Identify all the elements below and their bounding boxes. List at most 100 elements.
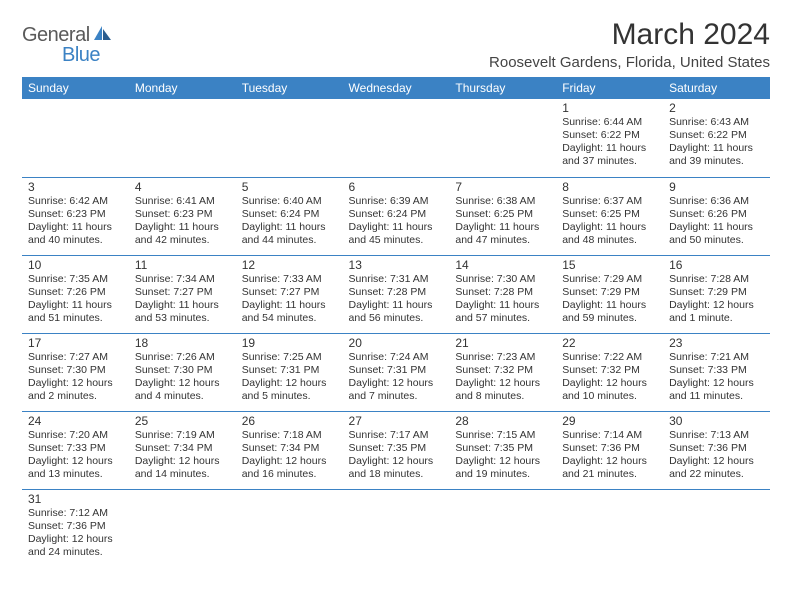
day-number: 28 [455, 414, 550, 428]
calendar-week-row: 3Sunrise: 6:42 AMSunset: 6:23 PMDaylight… [22, 177, 770, 255]
title-block: March 2024 Roosevelt Gardens, Florida, U… [489, 18, 770, 71]
calendar-day-cell [236, 489, 343, 567]
day-number: 9 [669, 180, 764, 194]
day-info: Sunrise: 6:41 AMSunset: 6:23 PMDaylight:… [135, 195, 230, 248]
calendar-day-cell: 16Sunrise: 7:28 AMSunset: 7:29 PMDayligh… [663, 255, 770, 333]
day-number: 25 [135, 414, 230, 428]
day-info: Sunrise: 7:13 AMSunset: 7:36 PMDaylight:… [669, 429, 764, 482]
calendar-week-row: 31Sunrise: 7:12 AMSunset: 7:36 PMDayligh… [22, 489, 770, 567]
weekday-header: Monday [129, 77, 236, 99]
day-info: Sunrise: 6:44 AMSunset: 6:22 PMDaylight:… [562, 116, 657, 169]
calendar-day-cell: 3Sunrise: 6:42 AMSunset: 6:23 PMDaylight… [22, 177, 129, 255]
calendar-day-cell [22, 99, 129, 177]
day-number: 17 [28, 336, 123, 350]
day-number: 13 [349, 258, 444, 272]
day-info: Sunrise: 7:31 AMSunset: 7:28 PMDaylight:… [349, 273, 444, 326]
calendar-day-cell [449, 489, 556, 567]
calendar-day-cell [343, 489, 450, 567]
day-info: Sunrise: 7:18 AMSunset: 7:34 PMDaylight:… [242, 429, 337, 482]
calendar-day-cell: 11Sunrise: 7:34 AMSunset: 7:27 PMDayligh… [129, 255, 236, 333]
calendar-day-cell: 13Sunrise: 7:31 AMSunset: 7:28 PMDayligh… [343, 255, 450, 333]
day-number: 14 [455, 258, 550, 272]
day-number: 29 [562, 414, 657, 428]
day-info: Sunrise: 6:37 AMSunset: 6:25 PMDaylight:… [562, 195, 657, 248]
weekday-header: Sunday [22, 77, 129, 99]
calendar-table: Sunday Monday Tuesday Wednesday Thursday… [22, 77, 770, 567]
weekday-header: Thursday [449, 77, 556, 99]
day-number: 8 [562, 180, 657, 194]
day-info: Sunrise: 7:35 AMSunset: 7:26 PMDaylight:… [28, 273, 123, 326]
calendar-day-cell: 23Sunrise: 7:21 AMSunset: 7:33 PMDayligh… [663, 333, 770, 411]
calendar-day-cell: 5Sunrise: 6:40 AMSunset: 6:24 PMDaylight… [236, 177, 343, 255]
day-number: 26 [242, 414, 337, 428]
calendar-day-cell [129, 99, 236, 177]
day-info: Sunrise: 7:25 AMSunset: 7:31 PMDaylight:… [242, 351, 337, 404]
calendar-day-cell: 24Sunrise: 7:20 AMSunset: 7:33 PMDayligh… [22, 411, 129, 489]
day-number: 4 [135, 180, 230, 194]
weekday-header-row: Sunday Monday Tuesday Wednesday Thursday… [22, 77, 770, 99]
day-number: 23 [669, 336, 764, 350]
day-number: 21 [455, 336, 550, 350]
calendar-week-row: 17Sunrise: 7:27 AMSunset: 7:30 PMDayligh… [22, 333, 770, 411]
weekday-header: Tuesday [236, 77, 343, 99]
calendar-day-cell: 15Sunrise: 7:29 AMSunset: 7:29 PMDayligh… [556, 255, 663, 333]
day-info: Sunrise: 6:36 AMSunset: 6:26 PMDaylight:… [669, 195, 764, 248]
calendar-day-cell: 29Sunrise: 7:14 AMSunset: 7:36 PMDayligh… [556, 411, 663, 489]
day-number: 18 [135, 336, 230, 350]
calendar-day-cell: 14Sunrise: 7:30 AMSunset: 7:28 PMDayligh… [449, 255, 556, 333]
day-info: Sunrise: 7:14 AMSunset: 7:36 PMDaylight:… [562, 429, 657, 482]
day-number: 3 [28, 180, 123, 194]
day-number: 12 [242, 258, 337, 272]
calendar-day-cell: 26Sunrise: 7:18 AMSunset: 7:34 PMDayligh… [236, 411, 343, 489]
calendar-day-cell [236, 99, 343, 177]
calendar-week-row: 24Sunrise: 7:20 AMSunset: 7:33 PMDayligh… [22, 411, 770, 489]
weekday-header: Friday [556, 77, 663, 99]
weekday-header: Wednesday [343, 77, 450, 99]
day-number: 27 [349, 414, 444, 428]
day-info: Sunrise: 7:23 AMSunset: 7:32 PMDaylight:… [455, 351, 550, 404]
day-info: Sunrise: 6:43 AMSunset: 6:22 PMDaylight:… [669, 116, 764, 169]
day-number: 24 [28, 414, 123, 428]
day-info: Sunrise: 7:19 AMSunset: 7:34 PMDaylight:… [135, 429, 230, 482]
day-number: 2 [669, 101, 764, 115]
header: General March 2024 Roosevelt Gardens, Fl… [22, 18, 770, 71]
calendar-day-cell: 20Sunrise: 7:24 AMSunset: 7:31 PMDayligh… [343, 333, 450, 411]
day-number: 16 [669, 258, 764, 272]
day-info: Sunrise: 7:34 AMSunset: 7:27 PMDaylight:… [135, 273, 230, 326]
calendar-day-cell: 30Sunrise: 7:13 AMSunset: 7:36 PMDayligh… [663, 411, 770, 489]
calendar-week-row: 1Sunrise: 6:44 AMSunset: 6:22 PMDaylight… [22, 99, 770, 177]
day-number: 22 [562, 336, 657, 350]
day-info: Sunrise: 7:24 AMSunset: 7:31 PMDaylight:… [349, 351, 444, 404]
calendar-day-cell [343, 99, 450, 177]
calendar-day-cell [663, 489, 770, 567]
day-info: Sunrise: 7:15 AMSunset: 7:35 PMDaylight:… [455, 429, 550, 482]
day-number: 31 [28, 492, 123, 506]
day-info: Sunrise: 7:20 AMSunset: 7:33 PMDaylight:… [28, 429, 123, 482]
day-number: 10 [28, 258, 123, 272]
weekday-header: Saturday [663, 77, 770, 99]
calendar-day-cell [556, 489, 663, 567]
calendar-day-cell: 2Sunrise: 6:43 AMSunset: 6:22 PMDaylight… [663, 99, 770, 177]
day-number: 30 [669, 414, 764, 428]
calendar-day-cell: 19Sunrise: 7:25 AMSunset: 7:31 PMDayligh… [236, 333, 343, 411]
calendar-day-cell: 10Sunrise: 7:35 AMSunset: 7:26 PMDayligh… [22, 255, 129, 333]
day-info: Sunrise: 6:42 AMSunset: 6:23 PMDaylight:… [28, 195, 123, 248]
day-number: 7 [455, 180, 550, 194]
day-number: 1 [562, 101, 657, 115]
day-number: 5 [242, 180, 337, 194]
day-info: Sunrise: 7:26 AMSunset: 7:30 PMDaylight:… [135, 351, 230, 404]
day-number: 11 [135, 258, 230, 272]
logo-text-blue: Blue [62, 44, 100, 66]
calendar-day-cell: 12Sunrise: 7:33 AMSunset: 7:27 PMDayligh… [236, 255, 343, 333]
day-info: Sunrise: 7:29 AMSunset: 7:29 PMDaylight:… [562, 273, 657, 326]
day-number: 15 [562, 258, 657, 272]
day-info: Sunrise: 7:28 AMSunset: 7:29 PMDaylight:… [669, 273, 764, 326]
calendar-day-cell: 4Sunrise: 6:41 AMSunset: 6:23 PMDaylight… [129, 177, 236, 255]
calendar-day-cell: 17Sunrise: 7:27 AMSunset: 7:30 PMDayligh… [22, 333, 129, 411]
calendar-day-cell: 6Sunrise: 6:39 AMSunset: 6:24 PMDaylight… [343, 177, 450, 255]
calendar-day-cell: 27Sunrise: 7:17 AMSunset: 7:35 PMDayligh… [343, 411, 450, 489]
day-info: Sunrise: 7:22 AMSunset: 7:32 PMDaylight:… [562, 351, 657, 404]
calendar-body: 1Sunrise: 6:44 AMSunset: 6:22 PMDaylight… [22, 99, 770, 567]
day-info: Sunrise: 6:38 AMSunset: 6:25 PMDaylight:… [455, 195, 550, 248]
location: Roosevelt Gardens, Florida, United State… [489, 54, 770, 71]
